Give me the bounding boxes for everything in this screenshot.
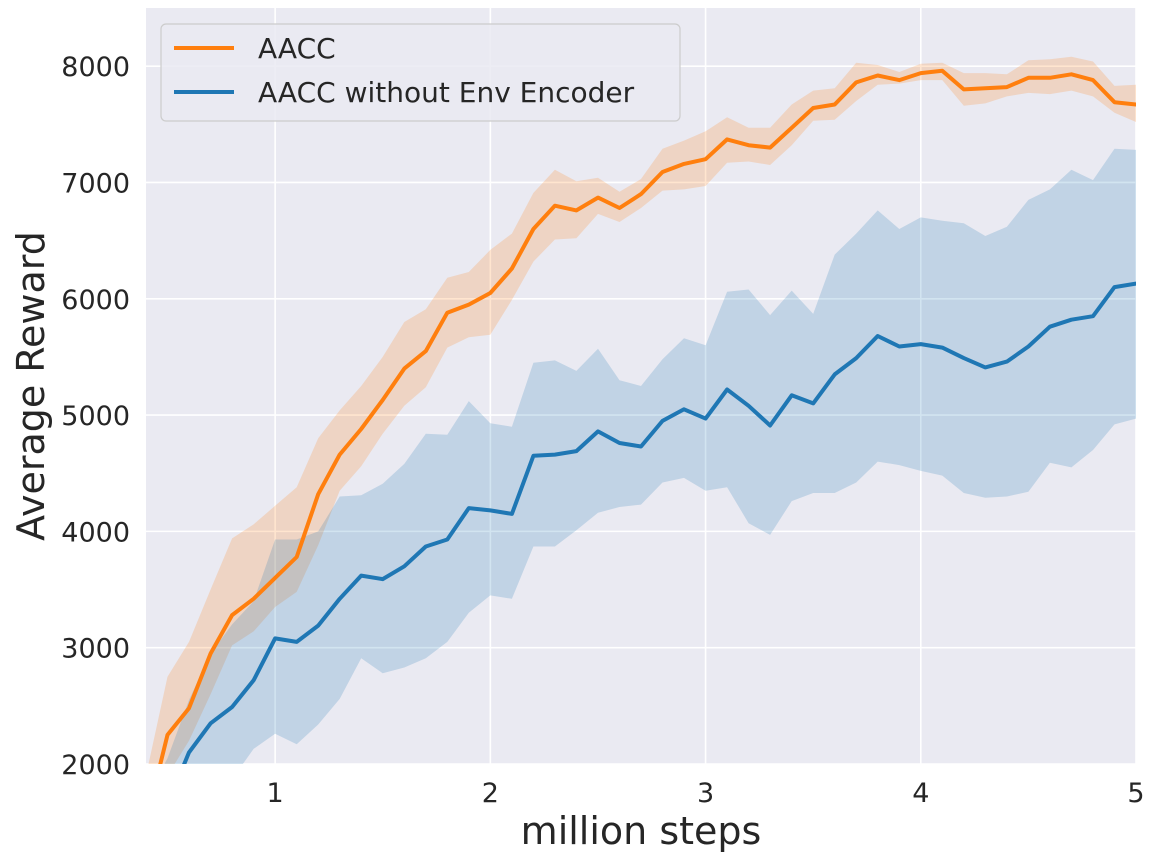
legend-box (160, 23, 681, 122)
plot-background (146, 8, 1136, 764)
y-tick-label: 5000 (61, 401, 130, 432)
confidence-bands (148, 56, 1136, 764)
series-lines (158, 68, 1136, 764)
band-series-1 (164, 148, 1136, 764)
y-tick-labels: 2000 3000 4000 5000 6000 7000 8000 (61, 52, 130, 781)
band-series-0 (148, 56, 1136, 764)
y-tick-label: 4000 (61, 517, 130, 548)
y-tick-label: 7000 (61, 168, 130, 199)
x-tick-label: 2 (482, 778, 499, 809)
line-series-1 (182, 281, 1136, 764)
y-tick-label: 6000 (61, 285, 130, 316)
legend-label-aacc-without-env-encoder: AACC without Env Encoder (258, 76, 635, 109)
x-tick-label: 5 (1127, 778, 1144, 809)
legend: AACC AACC without Env Encoder (160, 23, 681, 122)
x-tick-label: 4 (912, 778, 929, 809)
y-tick-label: 2000 (61, 750, 130, 781)
x-tick-label: 3 (697, 778, 714, 809)
x-tick-label: 1 (267, 778, 284, 809)
x-tick-labels: 1 2 3 4 5 (267, 778, 1145, 809)
y-axis-title: Average Reward (9, 231, 53, 541)
y-tick-label: 3000 (61, 634, 130, 665)
x-axis-title: million steps (521, 809, 762, 853)
line-series-0 (158, 68, 1136, 764)
grid-lines (146, 8, 1137, 765)
y-tick-label: 8000 (61, 52, 130, 83)
legend-label-aacc: AACC (258, 32, 336, 65)
